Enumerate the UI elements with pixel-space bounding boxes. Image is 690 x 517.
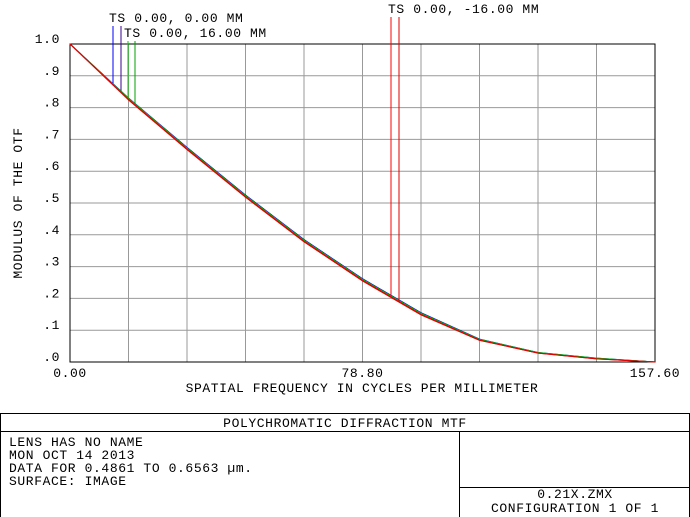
x-tick-label: 78.80 — [341, 366, 383, 381]
footer-info: MON OCT 14 2013 — [9, 448, 135, 463]
footer-info: DATA FOR 0.4861 TO 0.6563 µm. — [9, 461, 253, 476]
y-tick-label: .7 — [43, 127, 60, 142]
y-tick-label: 1.0 — [35, 32, 60, 47]
x-tick-label: 157.60 — [630, 366, 680, 381]
y-tick-label: .8 — [43, 96, 60, 111]
y-tick-label: .1 — [43, 318, 60, 333]
y-tick-label: .0 — [43, 350, 60, 365]
footer-info: LENS HAS NO NAME — [9, 435, 143, 450]
legend-label: TS 0.00, 0.00 MM — [109, 11, 243, 26]
y-tick-label: .6 — [43, 159, 60, 174]
footer-info: SURFACE: IMAGE — [9, 474, 127, 489]
x-tick-label: 0.00 — [53, 366, 87, 381]
y-tick-label: .2 — [43, 286, 60, 301]
footer-config: CONFIGURATION 1 OF 1 — [491, 501, 659, 516]
y-tick-label: .5 — [43, 191, 60, 206]
mtf-curve — [69, 43, 656, 363]
legend-label: TS 0.00, 16.00 MM — [124, 26, 267, 41]
y-tick-label: .9 — [43, 64, 60, 79]
legend-label: TS 0.00, -16.00 MM — [388, 2, 539, 17]
y-axis-label: MODULUS OF THE OTF — [11, 127, 26, 278]
footer-file: 0.21X.ZMX — [537, 487, 613, 502]
x-axis-label: SPATIAL FREQUENCY IN CYCLES PER MILLIMET… — [186, 381, 539, 396]
footer-title: POLYCHROMATIC DIFFRACTION MTF — [223, 416, 467, 431]
plot-frame — [69, 43, 656, 363]
y-tick-label: .3 — [43, 255, 60, 270]
y-tick-label: .4 — [43, 223, 60, 238]
